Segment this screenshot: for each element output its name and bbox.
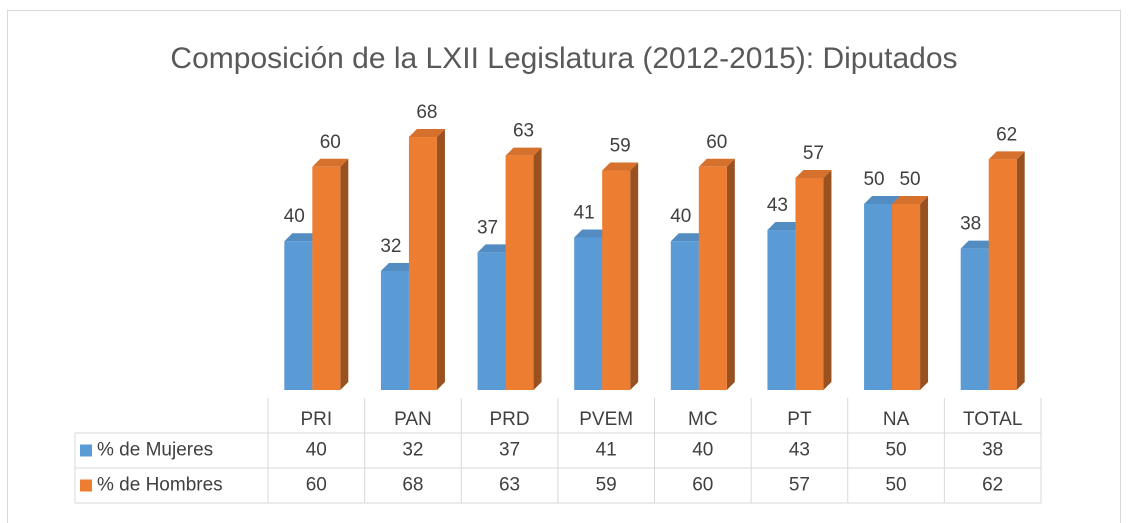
x-tick-label: PAN	[394, 409, 432, 430]
bar-front	[795, 177, 824, 390]
data-label: 62	[996, 124, 1017, 145]
table-value: 41	[596, 440, 617, 461]
data-label: 50	[899, 169, 920, 190]
table-value: 40	[306, 440, 327, 461]
x-tick-label: TOTAL	[963, 409, 1022, 430]
bar	[988, 151, 1025, 390]
table-value: 50	[885, 475, 906, 496]
bar-front	[767, 230, 796, 390]
bar-top	[698, 158, 735, 167]
bar-side	[823, 169, 832, 390]
data-label: 41	[574, 202, 595, 223]
x-tick-label: PRI	[300, 409, 332, 430]
data-label: 50	[863, 169, 884, 190]
bar-front	[574, 237, 603, 390]
table-value: 60	[306, 475, 327, 496]
data-label: 43	[767, 195, 788, 216]
data-label: 32	[380, 236, 401, 257]
table-value: 63	[499, 475, 520, 496]
x-tick-label: NA	[883, 409, 910, 430]
bar-front	[670, 241, 699, 390]
data-label: 37	[477, 217, 498, 238]
table-value: 68	[402, 475, 423, 496]
data-label: 68	[416, 102, 437, 123]
table-value: 62	[982, 475, 1003, 496]
table-value: 43	[789, 440, 810, 461]
bar	[505, 147, 542, 390]
bar-top	[864, 196, 901, 204]
bar	[312, 158, 349, 390]
bar-side	[920, 196, 929, 390]
data-label: 60	[320, 132, 341, 153]
x-tick-label: PT	[787, 409, 812, 430]
bar-front	[284, 241, 313, 390]
data-label: 40	[284, 206, 305, 227]
bar-side	[630, 162, 639, 390]
bar	[602, 162, 639, 390]
table-value: 60	[692, 475, 713, 496]
data-label: 60	[706, 132, 727, 153]
bar-front	[892, 204, 921, 390]
x-tick-label: PRD	[490, 409, 530, 430]
table-value: 59	[596, 475, 617, 496]
bar-top	[602, 162, 639, 171]
bar-side	[340, 158, 349, 390]
table-value: 32	[402, 440, 423, 461]
legend-label: % de Hombres	[97, 475, 223, 496]
table-value: 57	[789, 475, 810, 496]
table-value: 50	[885, 440, 906, 461]
bar-top	[795, 169, 832, 178]
bar-top	[960, 240, 997, 249]
bar-top	[408, 129, 445, 138]
bar-front	[864, 204, 893, 390]
bar-top	[574, 229, 611, 238]
x-tick-label: PVEM	[579, 409, 633, 430]
bar-top	[284, 233, 321, 242]
bar-front	[408, 137, 437, 390]
bar-front	[988, 159, 1017, 390]
bar	[408, 129, 445, 391]
bar-front	[505, 155, 534, 390]
bar	[892, 196, 929, 390]
bar-side	[1016, 151, 1025, 390]
bar	[795, 169, 832, 390]
chart-border	[7, 10, 1121, 523]
x-tick-label: MC	[688, 409, 718, 430]
data-label: 63	[513, 121, 534, 142]
table-value: 38	[982, 440, 1003, 461]
bar-top	[892, 196, 929, 204]
data-label: 38	[960, 214, 981, 235]
bar-top	[505, 147, 542, 156]
data-label: 59	[610, 136, 631, 157]
bar-top	[988, 151, 1025, 160]
chart-title: Composición de la LXII Legislatura (2012…	[170, 42, 957, 75]
data-label: 40	[670, 206, 691, 227]
bar-top	[477, 244, 514, 253]
bar-front	[477, 252, 506, 390]
bar-side	[726, 158, 735, 390]
bar-side	[436, 129, 445, 391]
bar-side	[533, 147, 542, 390]
bar-front	[698, 166, 727, 390]
bar-front	[960, 248, 989, 390]
bar-front	[312, 166, 341, 390]
legend-swatch	[80, 444, 92, 457]
bar-front	[380, 270, 409, 390]
table-value: 40	[692, 440, 713, 461]
bar-top	[312, 158, 349, 167]
legend-label: % de Mujeres	[97, 440, 213, 461]
bar-top	[767, 222, 804, 231]
bar	[698, 158, 735, 390]
bar-front	[602, 170, 631, 390]
data-label: 57	[803, 143, 824, 164]
bar-top	[670, 233, 707, 242]
legend-swatch	[80, 479, 92, 492]
bar-top	[380, 262, 417, 271]
table-value: 37	[499, 440, 520, 461]
